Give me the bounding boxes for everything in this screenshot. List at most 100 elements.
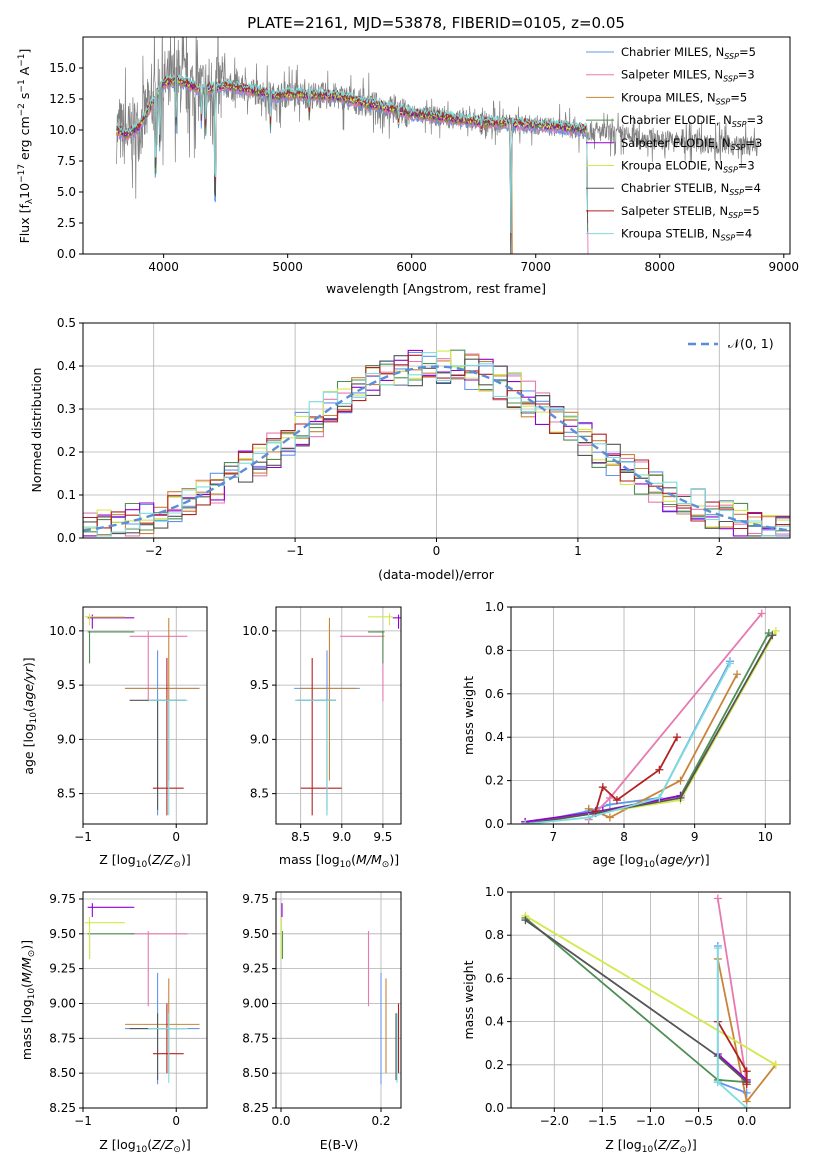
axes-frame (275, 891, 402, 1109)
weight-marker (655, 765, 664, 774)
x-tick-label: −1 (74, 1114, 92, 1128)
weight-marker (605, 793, 614, 802)
y-tick-label: 0.5 (57, 316, 76, 330)
y-tick-label: 10.0 (49, 123, 76, 137)
legend-text: Chabrier STELIB, N (621, 181, 729, 195)
label-part: Z [log (605, 1137, 641, 1152)
axes-mass_vs_Z: −1 08.258.508.759.009.259.509.75Z [log10(… (19, 891, 208, 1155)
label-part: 10 (29, 712, 39, 724)
x-axis-label: wavelength [Angstrom, rest frame] (326, 281, 546, 296)
y-tick-label: 9.0 (250, 732, 269, 746)
x-tick-label: 9 (691, 830, 699, 844)
weight-line-5 (524, 915, 777, 1066)
y-axis-label: Flux [fλ10−17 erg cm−2 s−1 A−1] (17, 49, 35, 244)
legend-entry: Chabrier ELODIE, NSSP=3 (621, 113, 763, 129)
weight-marker (521, 916, 530, 925)
x-tick-label: −1.5 (588, 1114, 617, 1128)
label-part: A (17, 66, 32, 79)
y-tick-label: 0.0 (485, 1101, 504, 1115)
weight-marker (605, 813, 614, 822)
y-tick-label: 9.75 (49, 892, 76, 906)
x-tick-label: 8.5 (291, 830, 310, 844)
legend-entry: 𝒩(0, 1) (728, 336, 774, 351)
label-part: Z/Z (151, 1137, 174, 1152)
model-spectrum-1 (116, 80, 589, 254)
y-tick-label: 0.2 (57, 445, 76, 459)
weight-marker (598, 783, 607, 792)
weight-marker (725, 659, 734, 668)
x-tick-label: 0 (433, 544, 441, 558)
x-tick-label: 5000 (272, 260, 303, 274)
axes-age_vs_mass: 8.5 9.0 9.5 8.5 9.0 9.5 10.0 mass [log10(M/M⊙)] (242, 606, 402, 870)
y-axis-label: age [log10(age/yr)] (21, 657, 39, 774)
weight-line-4 (717, 1053, 748, 1081)
x-tick-label: 0 (172, 1114, 180, 1128)
legend-text: SSP (723, 166, 738, 175)
legend-text: Chabrier ELODIE, N (621, 113, 732, 127)
x-tick-label: 0 (172, 830, 180, 844)
x-tick-label: −2.0 (540, 1114, 569, 1128)
legend-text: SSP (732, 120, 747, 129)
label-part: ( (351, 852, 356, 867)
histogram-8 (83, 352, 790, 538)
label-part: Z [log (99, 852, 135, 867)
weight-marker (672, 733, 681, 742)
normal-curve (83, 365, 790, 532)
legend-text: SSP (729, 188, 744, 197)
axes-frame (510, 891, 791, 1109)
y-tick-label: 9.50 (242, 927, 269, 941)
x-axis-label: Z [log10(Z/Z⊙)] (605, 1137, 696, 1155)
y-tick-label: 12.5 (49, 92, 76, 106)
label-part: )] (700, 852, 710, 867)
x-axis-label: mass [log10(M/M⊙)] (279, 852, 399, 870)
weight-marker (713, 944, 722, 953)
legend-text: Kroupa STELIB, N (621, 227, 721, 241)
weight-marker (733, 670, 742, 679)
x-tick-label: −1.0 (636, 1114, 665, 1128)
y-tick-label: 9.00 (242, 996, 269, 1010)
label-part: 10 (340, 860, 352, 870)
label-part: age/yr (660, 852, 701, 867)
y-tick-label: 9.5 (250, 678, 269, 692)
x-tick-label: 7 (550, 830, 558, 844)
weight-marker (655, 793, 664, 802)
label-part: −17 (17, 164, 27, 183)
label-part: −1 (17, 79, 27, 92)
y-tick-label: 8.25 (49, 1101, 76, 1115)
weight-line-1 (716, 898, 748, 1083)
legend-text: Kroupa MILES, N (621, 90, 716, 104)
legend-entry: Chabrier MILES, NSSP=5 (621, 45, 756, 61)
label-part: age [log (592, 852, 643, 867)
y-tick-label: 1.0 (485, 600, 504, 614)
y-tick-label: 0.6 (485, 687, 504, 701)
y-tick-label: 10.0 (242, 624, 269, 638)
label-part: 10 (136, 860, 148, 870)
axes-frame (510, 606, 791, 825)
plot-area (276, 607, 401, 824)
label-part: ⊙ (679, 1145, 687, 1155)
label-part: 10 (644, 860, 656, 870)
weight-line-6 (524, 634, 774, 824)
legend-text: =5 (739, 45, 756, 59)
axes-frame (275, 606, 402, 825)
weight-line-6 (524, 919, 748, 1083)
label-part: Z/Z (151, 852, 174, 867)
weight-line-5 (524, 630, 777, 824)
axes-frame (82, 891, 208, 1109)
legend-text: =3 (738, 159, 755, 173)
label-part: λ (25, 198, 35, 204)
label-part: ⊙ (173, 1145, 181, 1155)
label-part: mass [log (19, 999, 34, 1060)
x-tick-label: 0.0 (271, 1114, 290, 1128)
legend-text: =3 (738, 68, 755, 82)
label-part: Z/Z (657, 1137, 680, 1152)
plot-area (116, 37, 760, 254)
y-tick-label: 0.0 (485, 817, 504, 831)
label-part: ⊙ (27, 950, 37, 958)
x-tick-label: −2 (145, 544, 163, 558)
label-part: −2 (17, 103, 27, 116)
x-tick-label: −0.5 (684, 1114, 713, 1128)
y-axis-label: mass weight (461, 960, 476, 1039)
observed-spectrum (116, 37, 760, 199)
legend-text: Chabrier MILES, N (621, 45, 724, 59)
